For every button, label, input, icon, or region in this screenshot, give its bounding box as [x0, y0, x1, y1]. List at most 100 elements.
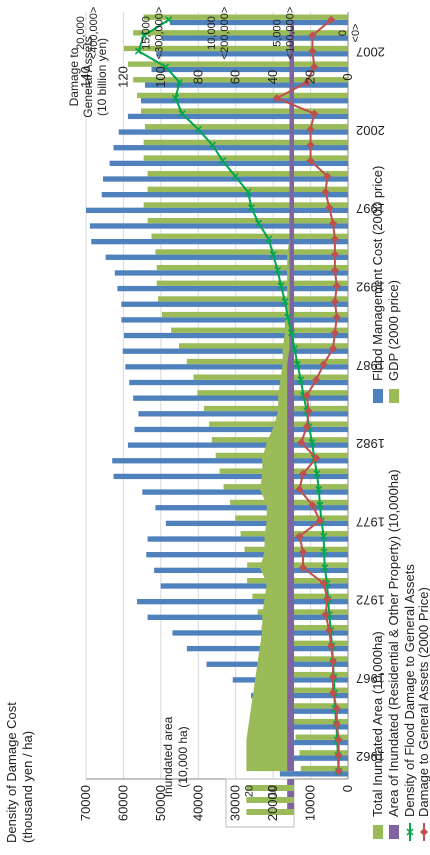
- legend-label-2: Density of Flood Damage to General Asset…: [402, 564, 417, 817]
- marker-damage-1998: [321, 188, 330, 197]
- legend-label-4: Flood Management Cost (2000 price): [370, 166, 385, 381]
- marker-density-1974: [321, 564, 329, 572]
- marker-density-1982: [308, 438, 316, 446]
- bar-gdp-2001: [143, 139, 348, 146]
- bar-gdp-1994: [155, 249, 348, 255]
- inset-bar-residential-1962: [287, 791, 295, 797]
- marker-damage-1973: [319, 579, 328, 588]
- marker-damage-2002: [306, 125, 315, 134]
- marker-damage-2005: [302, 78, 311, 87]
- marker-density-1990: [284, 313, 292, 321]
- mid-tick-0: 0: [340, 73, 355, 80]
- marker-density-1978: [316, 501, 324, 509]
- bar-gdp-1966: [285, 687, 348, 693]
- bar-gdp-1997: [143, 202, 348, 208]
- inset-bar-residential-1961: [287, 803, 295, 809]
- inset-axis-label-line2: (10,000 ha): [176, 726, 190, 787]
- axes-group: Density of Damage Cost (thousand yen / h…: [4, 7, 385, 843]
- bar-flood-management-cost-1975: [146, 552, 348, 558]
- mid-tick-40: 40: [265, 70, 280, 84]
- marker-density-2008: [140, 31, 148, 40]
- marker-damage-1985: [302, 391, 311, 400]
- bar-flood-management-cost-1979: [142, 489, 348, 495]
- marker-density-1992: [277, 282, 285, 290]
- inset-axis-label-line1: Inundated area: [161, 716, 175, 797]
- bar-gdp-1973: [247, 578, 349, 584]
- marker-damage-1971: [321, 610, 330, 619]
- bar-flood-management-cost-1971: [147, 614, 348, 620]
- right-tick-secondary-5,000: <100,000>: [285, 7, 297, 60]
- marker-density-2002: [194, 125, 202, 133]
- marker-density-2005: [176, 78, 184, 86]
- marker-damage-1974: [299, 563, 308, 572]
- area-total-inundated: [246, 19, 294, 772]
- bar-flood-management-cost-1978: [155, 505, 348, 511]
- right-tick-secondary-10,000: <200,000>: [219, 7, 231, 60]
- x-tick-1962: 1962: [356, 749, 385, 764]
- marker-damage-2006: [310, 62, 319, 71]
- bar-flood-management-cost-1961: [279, 771, 349, 777]
- mid-tick-80: 80: [190, 70, 205, 84]
- inset-tick-20: 20: [244, 785, 256, 797]
- bar-flood-management-cost-1980: [113, 473, 349, 480]
- bar-flood-management-cost-1972: [137, 598, 348, 605]
- bar-gdp-1986: [193, 374, 348, 380]
- marker-damage-1977: [315, 516, 324, 525]
- x-tick-1987: 1987: [356, 358, 385, 373]
- marker-density-1995: [265, 235, 273, 243]
- left-tick-60000: 60000: [115, 785, 130, 821]
- bar-gdp-2000: [143, 155, 348, 161]
- marker-damage-1966: [329, 688, 338, 697]
- marker-density-1976: [320, 532, 328, 540]
- inset-bar-residential-1963: [287, 779, 295, 785]
- marker-damage-1986: [312, 375, 321, 384]
- left-axis-label-line2: (thousand yen / ha): [20, 731, 35, 843]
- bar-flood-management-cost-1977: [165, 520, 348, 527]
- bar-flood-management-cost-1999: [103, 176, 348, 182]
- marker-damage-2007: [308, 47, 317, 56]
- x-tick-2002: 2002: [356, 123, 385, 138]
- mid-axis-label-line1: Damage to: [67, 47, 81, 106]
- right-tick-5,000: 5,000: [272, 19, 284, 47]
- bar-flood-management-cost-1997: [86, 207, 348, 213]
- inset-tick-10: 10: [266, 785, 278, 797]
- marker-damage-1994: [330, 250, 339, 259]
- right-tick-secondary-0: <0>: [350, 24, 362, 43]
- marker-density-2007: [134, 47, 142, 55]
- bar-flood-management-cost-1973: [160, 583, 348, 589]
- bar-flood-management-cost-2001: [113, 145, 349, 151]
- left-tick-30000: 30000: [228, 785, 243, 821]
- marker-damage-1963: [334, 735, 343, 744]
- legend-label-3: Damage to General Assets (2000 Price): [416, 587, 430, 817]
- bar-flood-management-cost-1995: [91, 238, 349, 245]
- bar-gdp-2003: [141, 108, 348, 114]
- bar-series-group: [86, 14, 349, 777]
- marker-damage-1967: [329, 673, 338, 682]
- x-tick-1982: 1982: [356, 436, 385, 451]
- marker-density-1996: [255, 219, 263, 227]
- left-tick-0: 0: [340, 785, 355, 792]
- x-tick-1992: 1992: [356, 279, 385, 294]
- mid-tick-60: 60: [228, 70, 243, 84]
- bar-gdp-2008: [133, 30, 348, 36]
- marker-damage-1990: [332, 313, 341, 322]
- bar-flood-management-cost-1962: [292, 755, 349, 761]
- marker-damage-2008: [308, 31, 317, 40]
- marker-damage-1993: [330, 266, 339, 275]
- bar-flood-management-cost-2007: [156, 51, 348, 57]
- legend-label-0: Total Inundated Area (10,000ha): [370, 631, 385, 817]
- bar-gdp-1985: [197, 390, 348, 396]
- marker-density-1979: [315, 485, 323, 493]
- marker-damage-1989: [330, 328, 339, 337]
- legend: Total Inundated Area (10,000ha) Area of I…: [370, 166, 430, 841]
- marker-damage-1965: [332, 704, 341, 713]
- marker-damage-1988: [329, 344, 338, 353]
- bar-flood-management-cost-1994: [105, 254, 349, 260]
- bar-gdp-1988: [179, 343, 348, 349]
- marker-density-2000: [219, 157, 227, 165]
- marker-damage-1984: [304, 407, 313, 416]
- marker-damage-1991: [330, 297, 339, 306]
